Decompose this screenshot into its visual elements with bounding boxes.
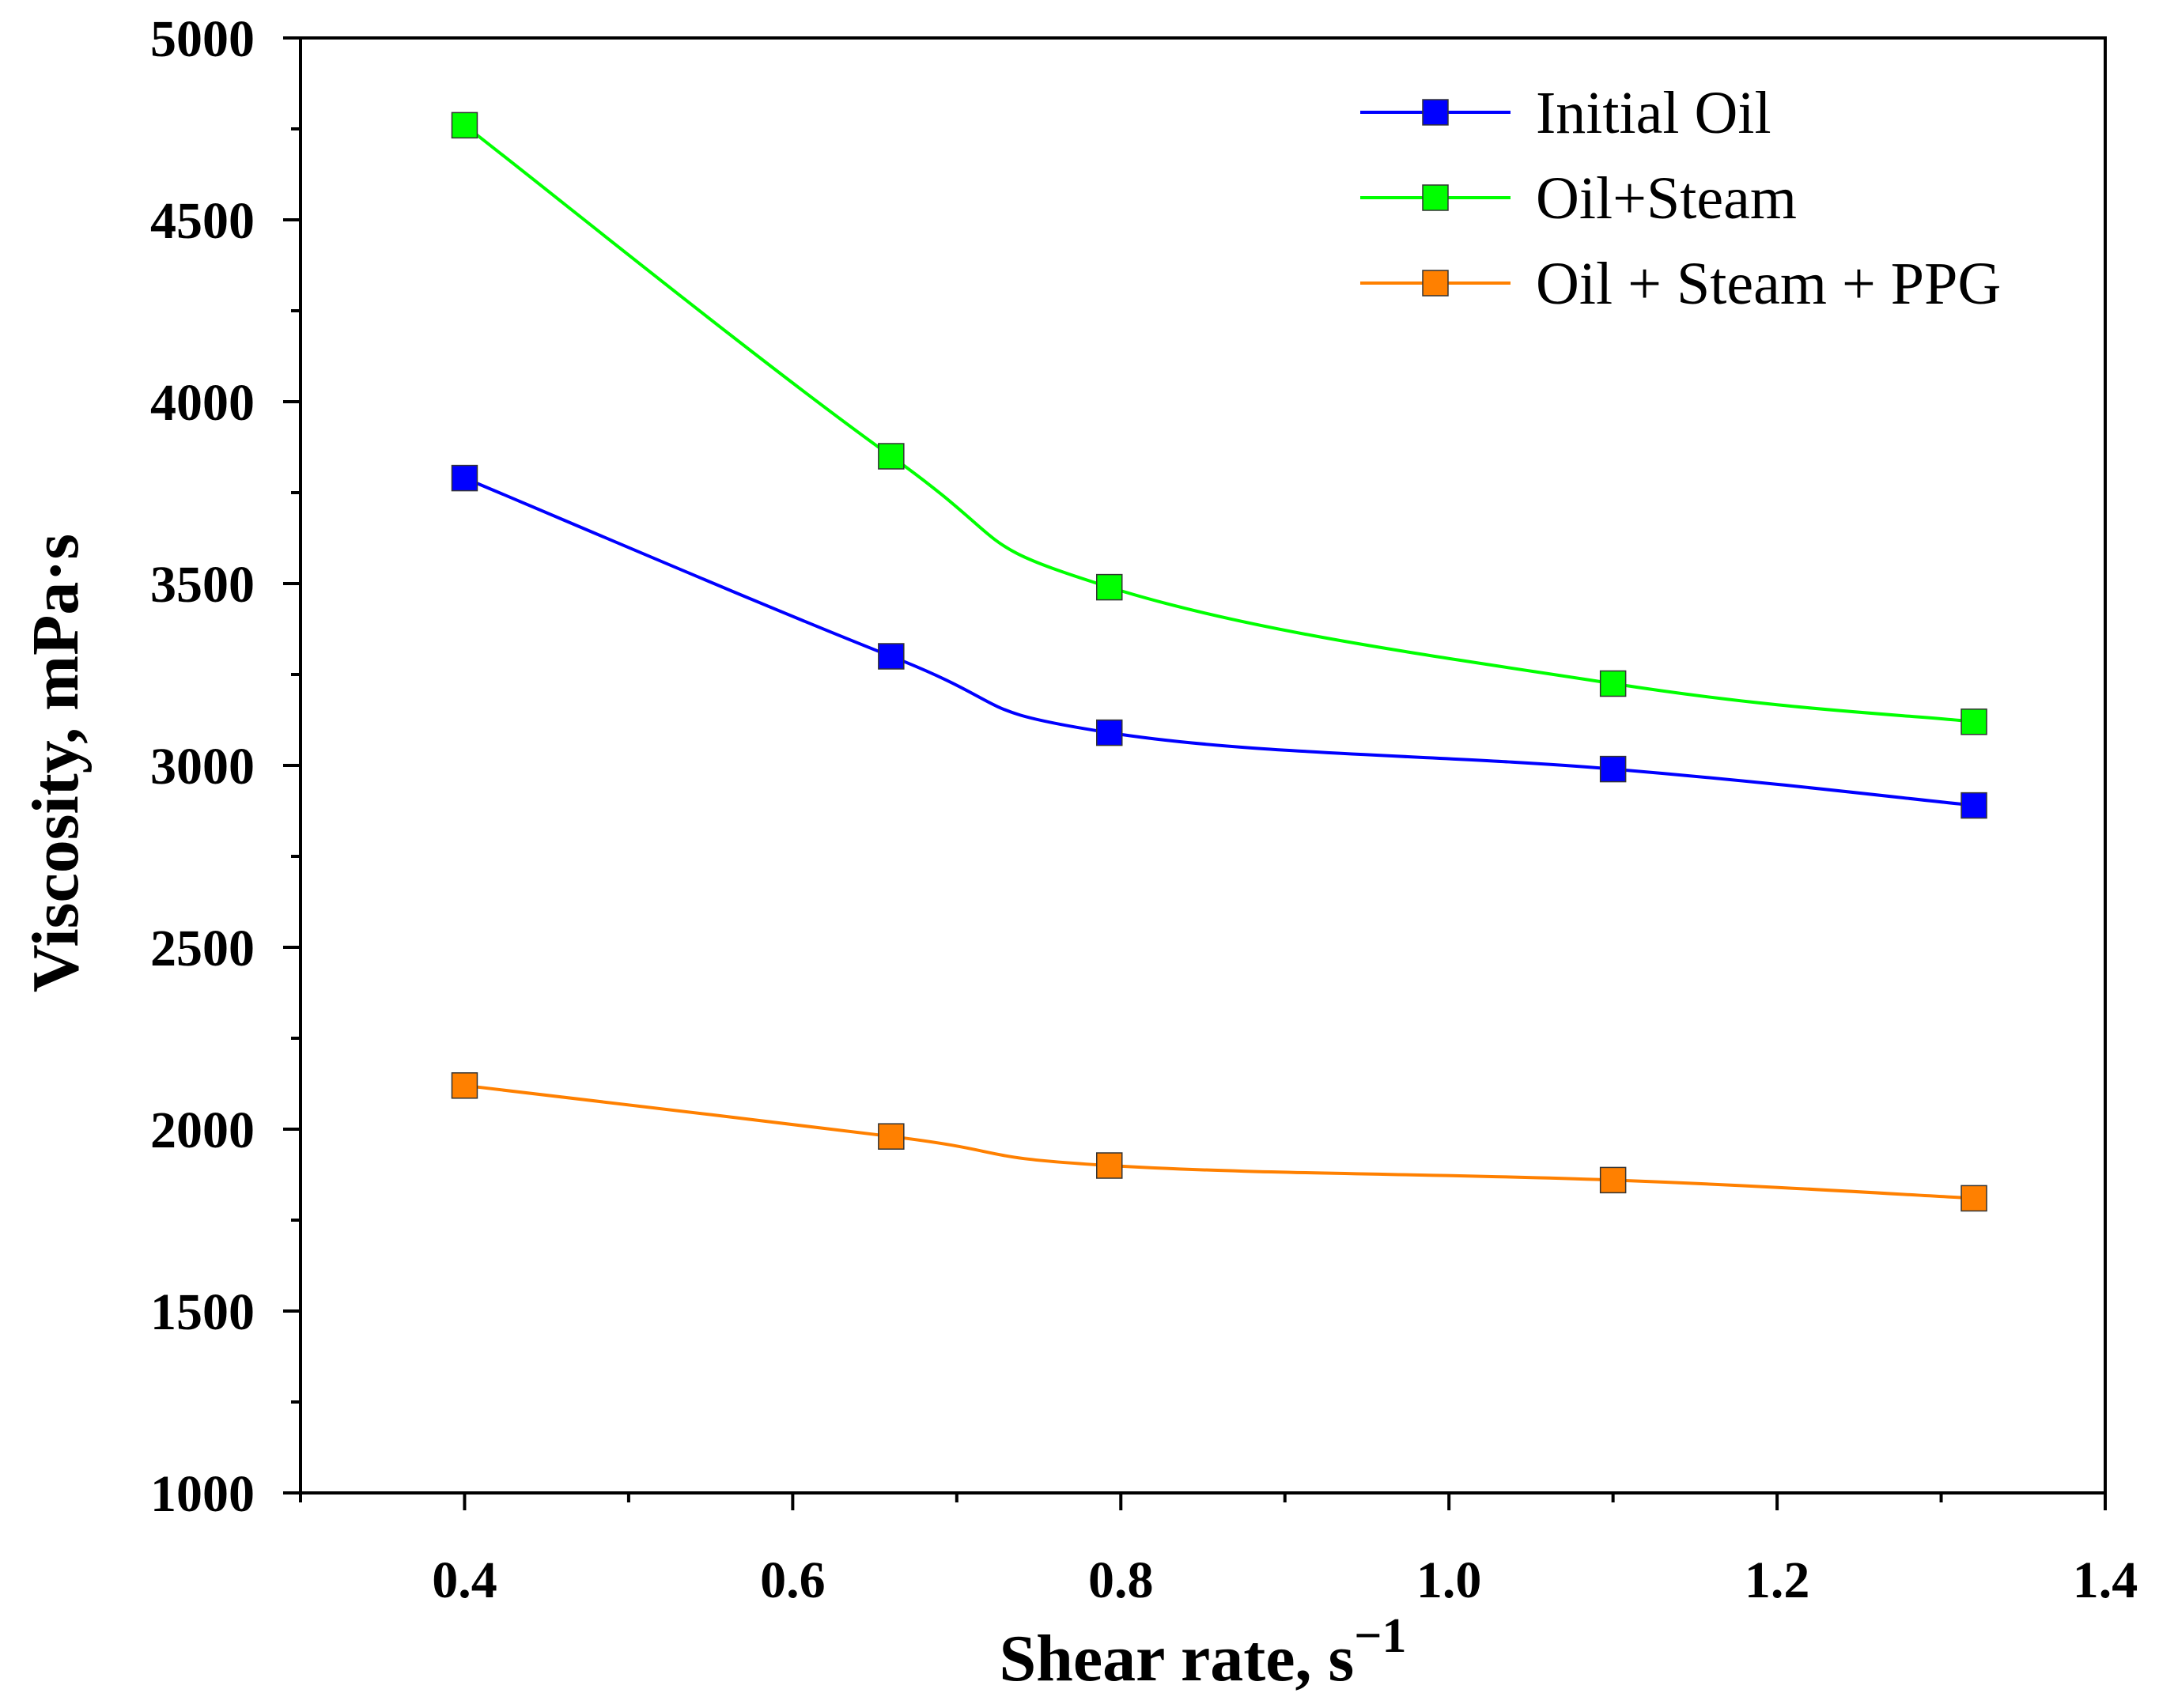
data-point-oil-steam-ppg: [451, 1072, 478, 1099]
ticks: 0.4 0.6 0.8 1.0 1.2 1.4 1000 1500 2000 2500 3000 35…: [150, 10, 2138, 1609]
data-point-oil-steam: [878, 443, 905, 470]
legend-marker-initial-oil: [1422, 99, 1449, 126]
series-markers: [451, 111, 1987, 1212]
data-point-initial-oil: [1960, 792, 1987, 819]
x-axis-title: Shear rate, s−1: [999, 1609, 1406, 1695]
y-tick-label: 1000: [150, 1465, 255, 1523]
series-line-oil-steam-ppg: [464, 1083, 1975, 1200]
y-tick-label: 5000: [150, 10, 255, 68]
data-point-oil-steam: [451, 111, 478, 139]
x-axis-title-text: Shear rate, s: [999, 1622, 1354, 1695]
data-point-oil-steam: [1960, 709, 1987, 735]
data-point-oil-steam: [1096, 573, 1123, 601]
data-point-initial-oil: [1096, 719, 1123, 746]
legend-label-oil-steam-ppg: Oil + Steam + PPG: [1536, 251, 2001, 317]
y-axis-title: Viscosity, mPa·s: [19, 534, 93, 992]
legend-label-oil-steam: Oil+Steam: [1536, 165, 1797, 232]
data-point-oil-steam: [1599, 670, 1627, 697]
x-tick-label: 1.0: [1416, 1551, 1482, 1609]
legend: Initial Oil Oil+Steam Oil + Steam + PPG: [1360, 80, 2001, 317]
series-line-initial-oil: [463, 476, 1975, 807]
y-tick-label: 2500: [150, 920, 255, 977]
axis-titles: Shear rate, s−1 Viscosity, mPa·s: [19, 534, 1407, 1695]
x-tick-label: 1.2: [1745, 1551, 1810, 1609]
legend-marker-oil-steam: [1422, 184, 1449, 211]
data-point-oil-steam-ppg: [878, 1123, 905, 1150]
y-tick-label: 4000: [150, 374, 255, 432]
x-tick-label: 0.4: [432, 1551, 497, 1609]
x-tick-label: 0.6: [760, 1551, 826, 1609]
x-tick-label: 0.8: [1088, 1551, 1154, 1609]
y-tick-label: 4500: [150, 192, 255, 250]
y-tick-label: 2000: [150, 1102, 255, 1159]
y-tick-label: 1500: [150, 1283, 255, 1341]
data-point-oil-steam-ppg: [1599, 1166, 1627, 1194]
data-point-initial-oil: [878, 643, 905, 670]
legend-marker-oil-steam-ppg: [1422, 270, 1449, 297]
data-point-oil-steam-ppg: [1096, 1152, 1123, 1179]
y-tick-label: 3000: [150, 738, 255, 795]
y-tick-label: 3500: [150, 556, 255, 614]
data-point-initial-oil: [1599, 755, 1627, 783]
x-axis-title-superscript: −1: [1354, 1609, 1406, 1663]
x-tick-label: 1.4: [2073, 1551, 2138, 1609]
data-point-initial-oil: [451, 464, 478, 492]
data-point-oil-steam-ppg: [1960, 1185, 1987, 1212]
legend-label-initial-oil: Initial Oil: [1536, 80, 1771, 146]
